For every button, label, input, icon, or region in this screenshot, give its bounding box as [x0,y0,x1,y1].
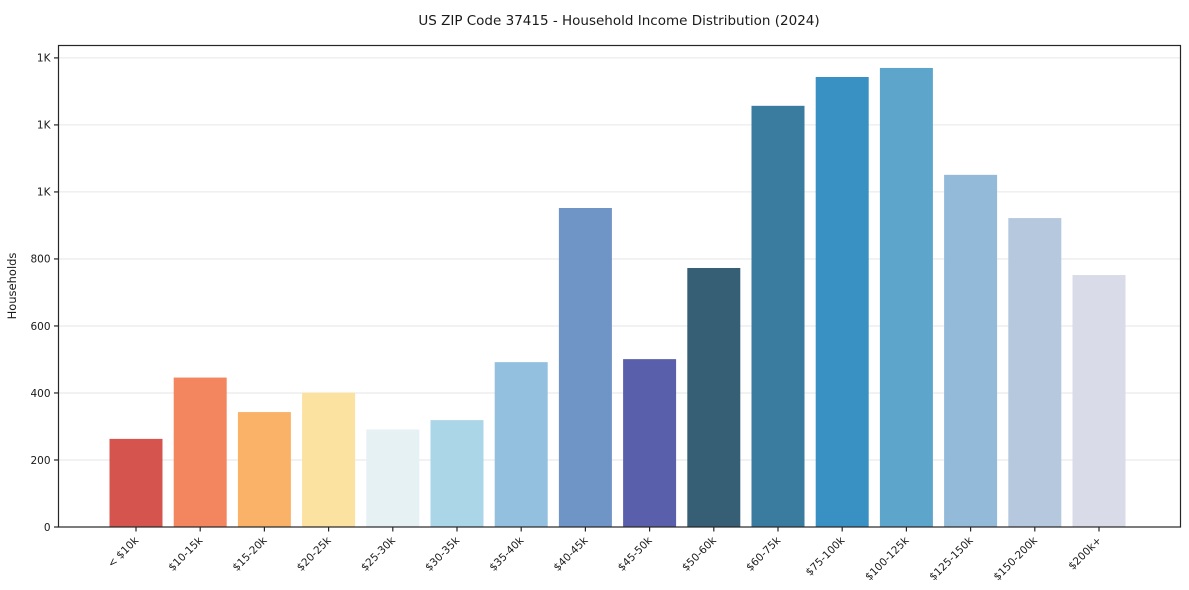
x-tick-label: $20-25k [295,534,335,574]
bar [1072,275,1126,527]
x-tick-label: $200k+ [1066,535,1104,573]
bar [366,429,420,527]
x-tick-label: $50-60k [680,534,720,574]
x-tick-label: $75-100k [804,534,848,578]
bar [494,362,548,527]
bar [623,359,677,527]
bar [687,267,741,527]
x-tick-label: $40-45k [551,534,591,574]
bar [815,76,869,527]
bar [751,105,805,527]
y-tick-label: 1K [37,53,52,65]
x-tick-label: $45-50k [616,534,656,574]
chart-title: US ZIP Code 37415 - Household Income Dis… [418,13,819,29]
bar [1008,218,1062,528]
bar [302,392,356,527]
x-tick-label: $30-35k [423,534,463,574]
bar [430,420,484,527]
x-tick-label: $150-200k [991,534,1040,583]
plot-border [57,44,1182,528]
y-tick-label: 400 [30,388,50,400]
plot-area: 0 200 400 600 800 1K 1K 1K < $10k $10-15k $15-20k $… [30,44,1182,583]
y-axis-label: Households [5,253,19,320]
bar [944,174,998,528]
x-tick-label: < $10k [106,534,142,570]
bar [109,438,163,527]
y-tick-label: 200 [30,455,50,467]
x-tick-label: $25-30k [359,534,399,574]
y-tick-label: 600 [30,321,50,333]
y-tick-label: 1K [37,187,52,199]
bar [558,208,612,527]
x-tick-label: $10-15k [166,534,206,574]
x-tick-label: $100-125k [863,534,912,583]
x-tick-label: $15-20k [230,534,270,574]
x-tick-label: $125-150k [927,534,976,583]
bar [237,412,291,527]
y-tick-label: 0 [44,522,51,534]
bar [173,377,227,527]
bar [879,67,933,528]
x-tick-label: $35-40k [487,534,527,574]
y-tick-label: 1K [37,120,52,132]
y-tick-label: 800 [30,254,50,266]
x-tick-label: $60-75k [744,534,784,574]
